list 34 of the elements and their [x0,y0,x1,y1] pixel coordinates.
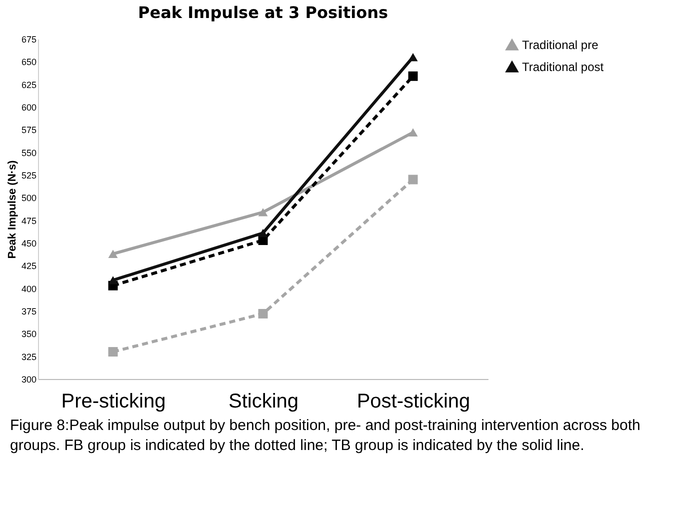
y-tick-label: 300 [21,374,36,384]
y-tick-label: 350 [21,329,36,340]
y-tick-label: 600 [21,102,36,112]
y-tick-label: 400 [21,284,36,294]
point [258,208,268,216]
y-tick-label: 575 [21,125,36,136]
point [108,276,118,284]
point [258,308,268,318]
x-tick-label: Pre-sticking [61,390,166,412]
point [258,228,268,238]
point [408,53,418,62]
point [408,128,418,136]
point [408,174,418,184]
point [408,71,418,81]
chart-title: Peak Impulse at 3 Positions [138,3,388,22]
y-tick-label: 325 [21,352,36,362]
point [108,250,118,258]
y-tick-label: 675 [21,34,36,44]
y-tick-label: 500 [21,193,36,204]
x-tick-label: Post-sticking [356,390,470,412]
legend-label: Traditional post [522,60,604,74]
caption: Figure 8:Peak impulse output by bench position, pre- and post-training intervention across both groups. FB group is indicated by the dotted line; TB group is indicated by the solid line. [9,416,642,456]
y-axis-title: Peak Impulse (N·s) [6,160,18,259]
y-tick-label: 375 [21,306,36,316]
x-tick-label: Sticking [228,390,299,412]
y-tick-label: 450 [21,238,36,248]
point [108,347,118,357]
y-tick-label: 550 [21,148,36,158]
y-tick-label: 625 [21,80,36,90]
y-tick-label: 425 [21,261,36,272]
y-tick-label: 650 [21,57,36,68]
y-tick-label: 525 [21,170,36,180]
y-tick-label: 475 [21,216,36,226]
legend-label: Traditional pre [522,38,599,52]
